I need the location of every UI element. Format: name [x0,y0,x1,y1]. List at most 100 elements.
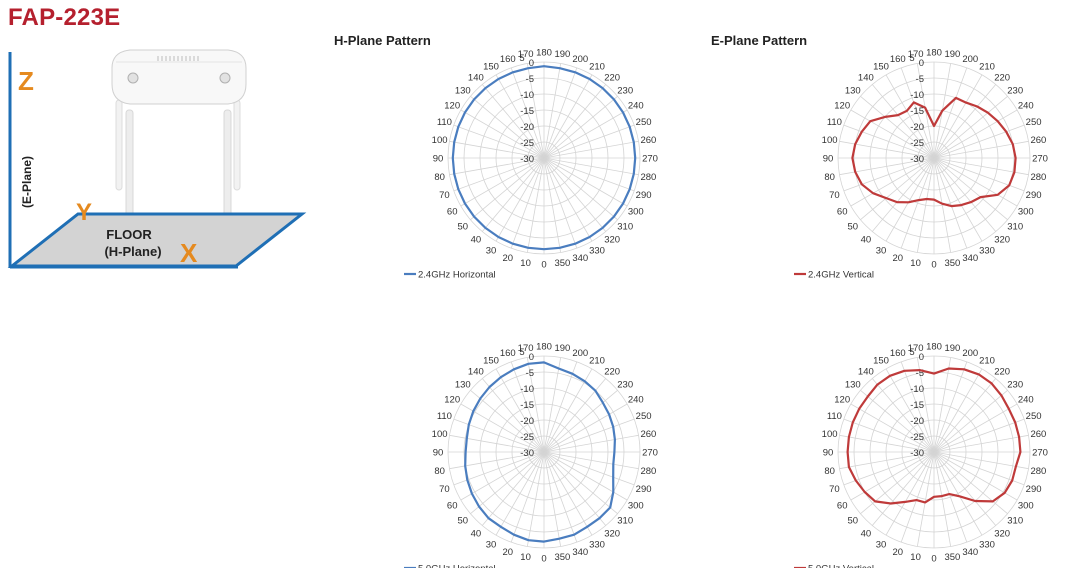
angle-label-extra: 5 [519,347,524,358]
x-label: X [180,238,198,268]
angle-label: 100 [822,429,838,440]
angle-label: 60 [837,207,848,218]
angle-label: 270 [1032,154,1048,165]
grid-spoke [933,157,952,253]
e-plane-title: E-Plane Pattern [711,33,808,48]
grid-spoke [850,157,935,207]
legend-label: 5.0GHz Horizontal [418,564,496,568]
angle-label: 190 [944,49,960,60]
angle-label: 80 [824,466,835,477]
angle-label: 240 [628,101,644,112]
grid-spoke [543,451,635,486]
grid-spoke [933,378,997,453]
grid-spoke [543,357,562,453]
angle-label: 130 [845,379,861,390]
angle-label: 110 [437,411,452,422]
grid-spoke [933,84,997,159]
grid-spoke [933,157,968,249]
angle-label: 120 [834,395,850,406]
grid-spoke [543,84,607,159]
grid-spoke [481,157,545,232]
grid-spoke [843,418,935,453]
radial-tick-label: -10 [910,384,924,395]
radial-tick-label: -30 [520,448,534,459]
grid-spoke [470,389,545,453]
angle-label: 150 [873,62,889,73]
polar-grid [837,355,1031,549]
grid-spoke [933,451,1008,515]
radial-tick-label: -15 [520,106,534,117]
grid-spoke [460,157,545,207]
grid-spoke [481,84,545,159]
grid-spoke [933,434,1029,453]
angle-label: 140 [468,366,484,377]
angle-label: 40 [861,529,872,540]
device-illustration [111,49,247,231]
polar-chart-2-4ghz-vertical: 0102030405060708090100110120130140150160… [794,48,1048,281]
angle-label: 200 [572,348,588,359]
e-plane-label: (E-Plane) [20,156,34,208]
angle-label: 220 [604,72,620,83]
angle-label: 310 [1007,516,1023,527]
angle-label: 50 [848,222,859,233]
grid-spoke [543,403,628,453]
angle-label: 290 [1026,484,1042,495]
angle-label: 20 [892,547,903,558]
grid-spoke [510,157,545,249]
grid-spoke [933,451,1018,501]
angle-label: 350 [554,552,570,563]
angle-label: 20 [502,547,513,558]
angle-label: 140 [468,72,484,83]
radial-tick-label: -15 [520,400,534,411]
grid-spoke [526,63,545,159]
angle-label: 30 [486,539,497,550]
grid-spoke [860,389,935,453]
radial-tick-label: -20 [910,416,924,427]
angle-label: 100 [432,135,448,146]
angle-label: 260 [640,135,656,146]
angle-label: 170 [518,343,534,354]
angle-label: 40 [471,529,482,540]
grid-spoke [470,157,545,221]
angle-label: 120 [834,101,850,112]
grid-spoke [850,403,935,453]
grid-spoke [543,140,639,159]
grid-spoke [543,451,607,526]
grid-spoke [453,157,545,192]
radial-tick-label: -5 [526,74,534,85]
grid-spoke [871,451,935,526]
grid-spoke [449,140,545,159]
grid-spoke [526,357,545,453]
angle-label: 120 [444,395,460,406]
angle-label: 170 [518,49,534,60]
radial-tick-label: -10 [910,90,924,101]
grid-spoke [885,74,935,159]
grid-spoke [916,157,935,253]
angle-label: 270 [642,154,658,165]
grid-spoke [481,451,545,526]
angle-label: 180 [536,48,552,59]
grid-spoke [543,63,562,159]
angle-label: 10 [910,258,921,269]
angle-label: 170 [908,343,924,354]
angle-label: 260 [1030,429,1046,440]
angle-label-extra: 5 [909,347,914,358]
grid-spoke [843,157,935,192]
radial-tick-label: -25 [910,432,924,443]
angle-label: 230 [617,379,633,390]
angle-label: 240 [628,395,644,406]
grid-spoke [543,451,639,470]
grid-spoke [871,84,935,159]
grid-spoke [453,124,545,159]
angle-label: 30 [876,245,887,256]
radial-tick-label: -5 [526,368,534,379]
angle-label: 330 [979,539,995,550]
angle-label: 160 [500,348,516,359]
grid-spoke [495,74,545,159]
grid-spoke [839,434,935,453]
radial-tick-label: -20 [910,122,924,133]
legend-label: 2.4GHz Horizontal [418,270,496,281]
radial-tick-label: -25 [520,138,534,149]
angle-label: 210 [979,62,995,73]
angle-label: 310 [617,516,633,527]
